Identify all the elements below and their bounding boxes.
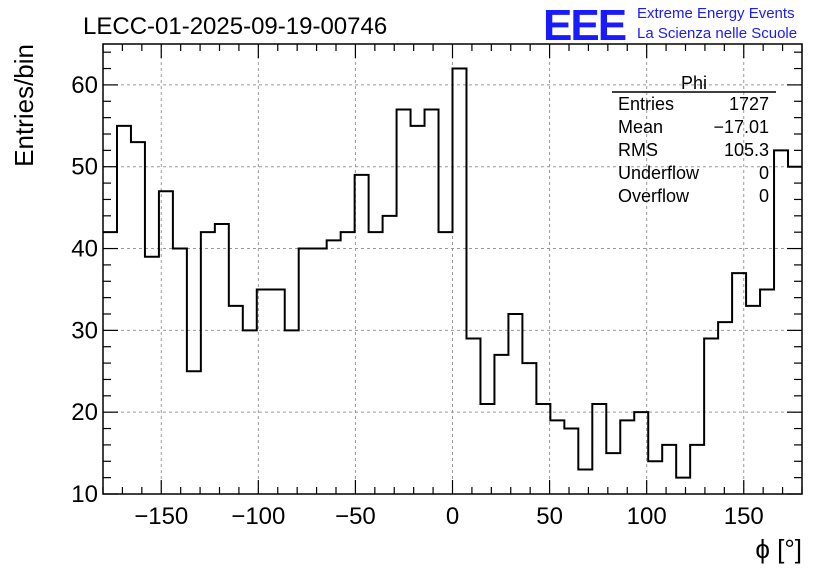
y-axis-label: Entries/bin bbox=[9, 44, 39, 167]
stats-value: 1727 bbox=[729, 94, 769, 114]
stats-box-name: Phi bbox=[681, 73, 707, 93]
stats-value: −17.01 bbox=[713, 117, 769, 137]
stats-box: Phi Entries 1727 Mean −17.01 RMS 105.3 Underfl… bbox=[612, 73, 776, 206]
stats-label: Overflow bbox=[618, 186, 690, 206]
stats-value: 105.3 bbox=[724, 140, 769, 160]
x-tick-label: −100 bbox=[231, 503, 285, 530]
stats-label: Mean bbox=[618, 117, 663, 137]
logo-line2: La Scienza nelle Scuole bbox=[637, 25, 797, 42]
x-tick-label: 50 bbox=[536, 503, 563, 530]
y-tick-label: 60 bbox=[71, 72, 98, 99]
stats-label: RMS bbox=[618, 140, 658, 160]
y-tick-label: 20 bbox=[71, 399, 98, 426]
x-tick-labels: −150 −100 −50 0 50 100 150 bbox=[134, 503, 764, 530]
x-axis-label: ϕ [°] bbox=[755, 534, 802, 564]
y-tick-label: 50 bbox=[71, 154, 98, 181]
y-tick-label: 10 bbox=[71, 481, 98, 508]
x-tick-label: 0 bbox=[446, 503, 459, 530]
y-tick-label: 40 bbox=[71, 236, 98, 263]
x-tick-label: −150 bbox=[134, 503, 188, 530]
eee-logo: EEE Extreme Energy Events La Scienza nel… bbox=[543, 1, 797, 50]
stats-label: Entries bbox=[618, 94, 674, 114]
stats-value: 0 bbox=[759, 186, 769, 206]
stats-box-rows: Entries 1727 Mean −17.01 RMS 105.3 Underflow 0 O… bbox=[618, 94, 769, 206]
logo-line1: Extreme Energy Events bbox=[637, 5, 795, 22]
stats-value: 0 bbox=[759, 163, 769, 183]
y-tick-labels: 10 20 30 40 50 60 bbox=[71, 72, 98, 508]
stats-label: Underflow bbox=[618, 163, 700, 183]
y-tick-label: 30 bbox=[71, 317, 98, 344]
axis-ticks bbox=[102, 44, 803, 495]
chart-title: LECC-01-2025-09-19-00746 bbox=[83, 13, 387, 40]
x-tick-label: 100 bbox=[627, 503, 667, 530]
logo-mark: EEE bbox=[543, 1, 626, 50]
x-tick-label: 150 bbox=[724, 503, 764, 530]
histogram-line bbox=[103, 67, 802, 479]
x-tick-label: −50 bbox=[335, 503, 376, 530]
